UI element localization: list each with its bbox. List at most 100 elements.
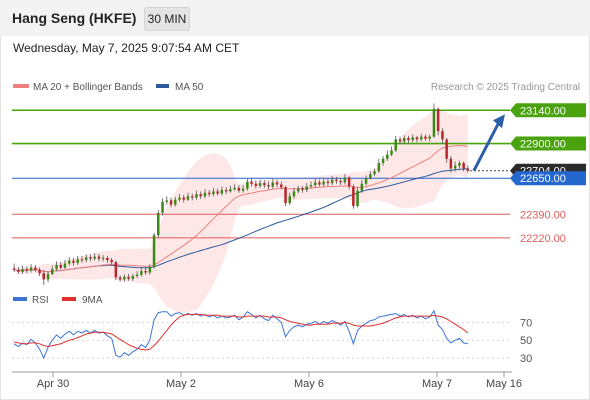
candle-body bbox=[203, 192, 207, 197]
candle bbox=[101, 255, 105, 262]
candle-body bbox=[140, 271, 143, 275]
rsi-legend: RSI 9MA bbox=[13, 295, 103, 306]
candle bbox=[347, 176, 351, 190]
candle-body bbox=[152, 235, 156, 267]
rsi-ma-legend-label: 9MA bbox=[82, 295, 103, 306]
candle bbox=[165, 196, 168, 205]
level-label-22900: 22900.00 bbox=[520, 139, 566, 151]
candle bbox=[59, 262, 62, 270]
candle bbox=[169, 197, 173, 208]
candle-body bbox=[12, 268, 16, 270]
candle-body bbox=[297, 188, 300, 192]
candle-body bbox=[322, 181, 325, 185]
candle bbox=[360, 179, 364, 193]
level-tag-23140: 23140.00 bbox=[510, 103, 586, 118]
candle-body bbox=[390, 150, 393, 155]
candle bbox=[110, 257, 113, 265]
candle bbox=[369, 171, 372, 180]
candle-body bbox=[34, 267, 37, 270]
candle-body bbox=[250, 181, 253, 184]
candle-body bbox=[42, 273, 45, 280]
candle bbox=[186, 192, 190, 202]
candle-body bbox=[280, 184, 283, 188]
candle bbox=[271, 178, 274, 189]
ma20-line bbox=[13, 144, 468, 273]
candle-body bbox=[25, 269, 29, 271]
candle-body bbox=[161, 201, 164, 213]
candle bbox=[356, 187, 359, 208]
candle-body bbox=[288, 196, 291, 204]
candle-body bbox=[445, 139, 448, 159]
x-tick-label: May 16 bbox=[486, 378, 522, 390]
candle-body bbox=[101, 258, 105, 259]
level-tag-bg bbox=[510, 171, 586, 186]
datetime-label: Wednesday, May 7, 2025 9:07:54 AM CET bbox=[13, 41, 240, 55]
candle bbox=[398, 136, 402, 145]
candle-body bbox=[191, 196, 194, 198]
candle bbox=[322, 178, 325, 187]
x-tick-label: May 2 bbox=[166, 378, 196, 390]
candle-body bbox=[364, 178, 368, 184]
candle-body bbox=[271, 182, 274, 187]
candle bbox=[207, 190, 211, 197]
candle-body bbox=[178, 197, 181, 200]
candle-body bbox=[144, 271, 147, 273]
candle-body bbox=[186, 196, 190, 200]
candle-body bbox=[432, 108, 436, 137]
candle bbox=[29, 264, 33, 273]
candle bbox=[68, 257, 71, 266]
candle bbox=[97, 253, 101, 262]
candle bbox=[118, 275, 122, 282]
candle bbox=[288, 192, 291, 206]
time-axis: Apr 30 May 2 May 6 May 7 May 16 bbox=[12, 371, 522, 390]
x-tick-label: Apr 30 bbox=[37, 378, 69, 390]
candle bbox=[220, 186, 224, 196]
candle-body bbox=[76, 259, 79, 263]
candle-body bbox=[343, 177, 347, 183]
candle-body bbox=[267, 185, 270, 187]
candle bbox=[233, 184, 236, 191]
candle bbox=[106, 255, 109, 263]
candle bbox=[38, 267, 41, 276]
candle bbox=[381, 156, 385, 166]
candle-body bbox=[449, 158, 453, 169]
candle bbox=[449, 156, 453, 173]
candle bbox=[241, 185, 245, 193]
candle bbox=[55, 261, 58, 272]
candle-body bbox=[68, 260, 71, 264]
candle-body bbox=[284, 187, 287, 204]
rsi-series-0 bbox=[13, 309, 469, 360]
candle-body bbox=[169, 200, 173, 205]
candle bbox=[428, 134, 431, 142]
candle bbox=[390, 146, 393, 157]
candle bbox=[403, 135, 406, 144]
candle bbox=[411, 134, 414, 143]
candle bbox=[284, 185, 287, 206]
candle-body bbox=[110, 260, 113, 263]
candle-body bbox=[424, 136, 427, 139]
candle-body bbox=[403, 138, 406, 142]
candle-body bbox=[182, 197, 185, 200]
candle-body bbox=[97, 256, 101, 259]
candle bbox=[123, 274, 126, 282]
level-label-23140: 23140.00 bbox=[520, 105, 566, 117]
candle bbox=[72, 257, 75, 266]
candle bbox=[246, 178, 249, 191]
candle-body bbox=[339, 181, 342, 183]
candle bbox=[313, 178, 317, 188]
candle bbox=[258, 179, 262, 188]
timeframe-button[interactable]: 30 MIN bbox=[144, 7, 190, 31]
candle bbox=[229, 185, 232, 193]
candle bbox=[152, 232, 156, 269]
candle bbox=[335, 176, 338, 184]
candle-body bbox=[436, 108, 440, 132]
candle-body bbox=[428, 136, 431, 139]
copyright: Research © 2025 Trading Central bbox=[431, 82, 580, 93]
level-tag-22900: 22900.00 bbox=[510, 136, 586, 151]
candle-body bbox=[466, 168, 470, 171]
candle-body bbox=[275, 182, 279, 185]
candle-body bbox=[309, 185, 313, 187]
candle bbox=[453, 161, 457, 172]
candle-body bbox=[195, 194, 198, 198]
candle-body bbox=[63, 263, 67, 268]
